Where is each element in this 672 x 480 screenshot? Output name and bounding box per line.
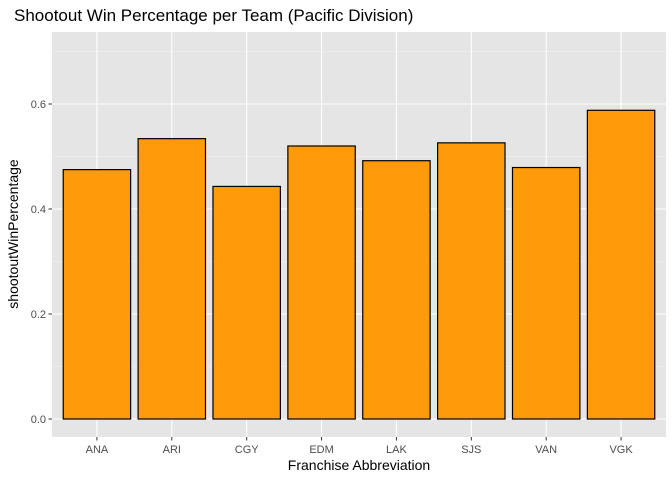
y-axis-title: shootoutWinPercentage	[5, 159, 21, 309]
bar-van	[511, 166, 581, 420]
bar-ana	[62, 169, 132, 420]
x-tick-label: LAK	[386, 444, 407, 456]
y-tick-label: 0.6	[31, 99, 46, 111]
x-tick-label: ANA	[86, 444, 109, 456]
y-tick-label: 0.0	[31, 414, 46, 426]
bars-layer	[62, 109, 656, 420]
x-tick-label: SJS	[461, 444, 481, 456]
x-tick-label: VAN	[535, 444, 557, 456]
bar-edm	[287, 145, 356, 420]
y-tick-label: 0.2	[31, 309, 46, 321]
x-tick-label: EDM	[309, 444, 333, 456]
x-tick-label: ARI	[163, 444, 181, 456]
x-tick-label: VGK	[609, 444, 633, 456]
bar-cgy	[212, 185, 281, 420]
y-tick-label: 0.4	[31, 204, 46, 216]
chart-title: Shootout Win Percentage per Team (Pacifi…	[14, 6, 413, 25]
x-axis-title: Franchise Abbreviation	[288, 457, 430, 473]
bar-vgk	[586, 109, 656, 420]
x-tick-label: CGY	[235, 444, 260, 456]
x-axis: ANA ARI CGY EDM LAK SJS VAN VGK	[86, 437, 633, 456]
bar-ari	[137, 138, 207, 420]
y-axis: 0.0 0.2 0.4 0.6	[31, 99, 52, 426]
bar-lak	[362, 160, 431, 420]
bar-sjs	[437, 142, 506, 420]
